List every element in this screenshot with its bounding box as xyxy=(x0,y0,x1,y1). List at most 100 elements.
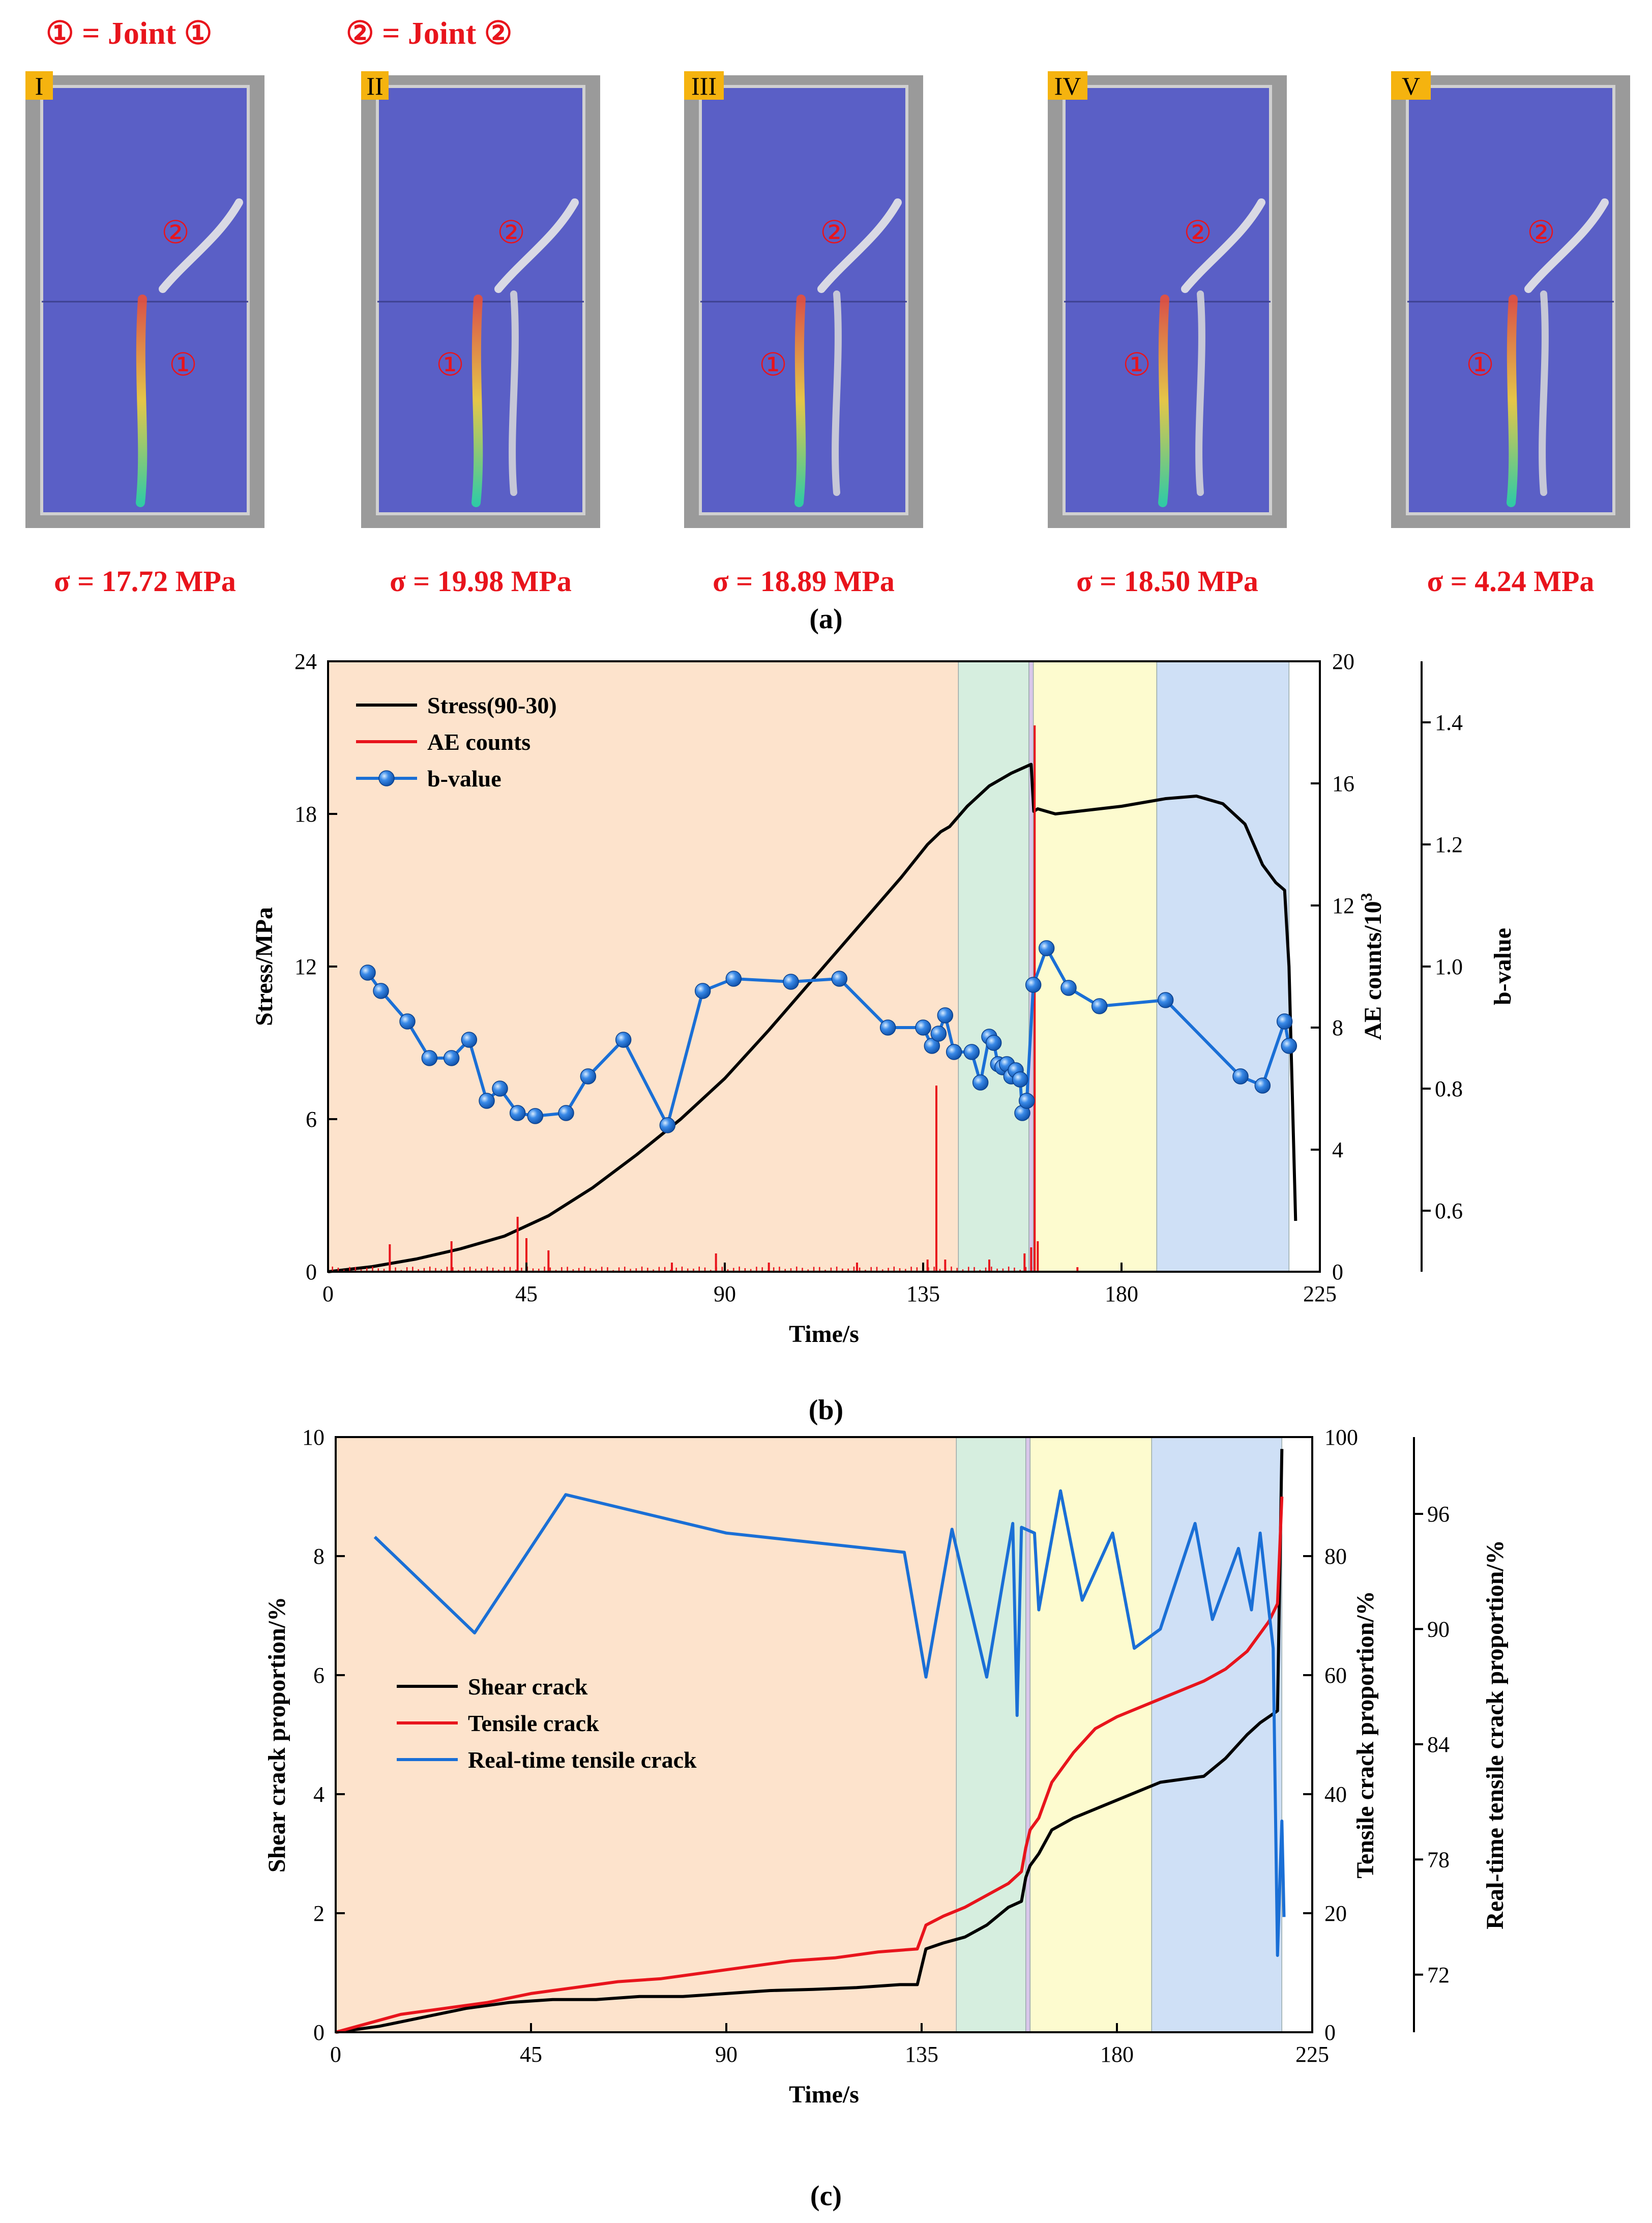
legend-label: b-value xyxy=(427,766,501,792)
b-value-point xyxy=(509,1105,526,1121)
y-right2-tick-label: 1.2 xyxy=(1435,832,1463,857)
b-value-point xyxy=(694,983,711,999)
joint-2-marker: ② xyxy=(497,214,525,251)
stage-badge xyxy=(1391,71,1431,100)
y-left-tick-label: 8 xyxy=(313,1544,324,1569)
stage-region-5 xyxy=(1156,661,1290,1272)
stage-region-2 xyxy=(958,661,1029,1272)
joint-2-marker: ② xyxy=(1184,214,1212,251)
x-tick-label: 180 xyxy=(1100,2042,1134,2067)
legend-label: Tensile crack xyxy=(468,1710,599,1736)
series-tensile-crack xyxy=(335,1496,1284,2034)
y-right2-axis-label: Real-time tensile crack proportion/% xyxy=(1482,1540,1509,1929)
b-value-point xyxy=(930,1026,947,1042)
joint-legend-1: ① = Joint ① xyxy=(46,16,212,51)
caption-c: (c) xyxy=(810,2180,842,2212)
b-value-point xyxy=(972,1074,989,1091)
crack-secondary xyxy=(1195,290,1205,496)
y-right1-tick-label: 0 xyxy=(1332,1260,1343,1284)
joint-1-marker: ① xyxy=(1466,346,1494,383)
series-shear-crack xyxy=(335,1449,1284,2034)
crack-joint-2 xyxy=(1181,198,1265,293)
y-left-tick-label: 24 xyxy=(294,649,317,674)
y-left-tick-label: 0 xyxy=(306,1260,317,1284)
b-value-point xyxy=(725,971,742,987)
stress-value-2: σ = 19.98 MPa xyxy=(390,565,572,598)
x-tick-label: 225 xyxy=(1303,1281,1337,1306)
x-tick-label: 180 xyxy=(1105,1281,1138,1306)
b-value-point xyxy=(985,1035,1002,1051)
b-value-point xyxy=(615,1032,632,1048)
y-left-tick-label: 2 xyxy=(313,1901,324,1926)
stage-region-4 xyxy=(1032,661,1158,1272)
stress-value-5: σ = 4.24 MPa xyxy=(1427,565,1595,598)
b-value-point xyxy=(461,1032,478,1048)
crack-joint-1 xyxy=(1158,295,1170,507)
y-right1-tick-label: 60 xyxy=(1324,1663,1347,1688)
b-value-point xyxy=(963,1044,980,1060)
b-value-point xyxy=(1038,940,1055,956)
x-axis-label: Time/s xyxy=(789,1321,859,1348)
b-value-point xyxy=(1060,980,1077,996)
figure-a: ① = Joint ① ② = Joint ② I ② ① σ = 17.72 MPa… xyxy=(25,16,1630,635)
y-right1-axis-label-sup: 3 xyxy=(1357,893,1375,901)
b-value-point xyxy=(915,1019,931,1036)
stage-badge-label: III xyxy=(691,72,717,100)
stage-region-3 xyxy=(1028,661,1034,1272)
y-right2-tick-label: 1.4 xyxy=(1435,710,1463,735)
b-value-point xyxy=(1091,998,1108,1014)
b-value-point xyxy=(1281,1038,1297,1054)
crack-secondary xyxy=(509,290,519,496)
y-right1-tick-label: 40 xyxy=(1324,1782,1347,1807)
crack-joint-2 xyxy=(1524,198,1609,293)
stage-badge-label: IV xyxy=(1054,72,1081,100)
specimen-panel-3: III ② ① xyxy=(684,71,923,528)
b-value-point xyxy=(443,1050,460,1066)
stage-region-1 xyxy=(335,1437,957,2033)
y-right2-tick-label: 1.0 xyxy=(1435,954,1463,979)
x-tick-label: 0 xyxy=(330,2042,341,2067)
stage-region-1 xyxy=(328,661,959,1272)
stress-value-4: σ = 18.50 MPa xyxy=(1076,565,1258,598)
specimen-panel-5: V ② ① xyxy=(1391,71,1630,528)
plot-frame xyxy=(335,1436,1313,2033)
joint-2-marker: ② xyxy=(161,214,190,251)
stage-badge xyxy=(1048,71,1087,100)
legend-label: Shear crack xyxy=(468,1674,588,1700)
y-right2-tick-label: 0.6 xyxy=(1435,1198,1463,1223)
b-value-point xyxy=(558,1105,574,1121)
x-tick-label: 0 xyxy=(322,1281,334,1306)
crack-secondary xyxy=(832,290,842,496)
stress-value-1: σ = 17.72 MPa xyxy=(54,565,236,598)
y-right1-tick-label: 80 xyxy=(1324,1544,1347,1569)
b-value-point xyxy=(421,1050,438,1066)
joint-2-marker: ② xyxy=(820,214,848,251)
y-right1-axis-label: Tensile crack proportion/% xyxy=(1352,1591,1379,1878)
joint-1-marker: ① xyxy=(169,346,197,383)
crack-secondary xyxy=(1539,290,1549,496)
stage-region-5 xyxy=(1151,1437,1283,2033)
y-left-tick-label: 0 xyxy=(313,2020,324,2045)
y-left-tick-label: 10 xyxy=(302,1425,324,1450)
x-tick-label: 45 xyxy=(515,1281,538,1306)
b-value-point xyxy=(373,983,389,999)
y-right2-tick-label: 0.8 xyxy=(1435,1076,1463,1101)
legend-label: Real-time tensile crack xyxy=(468,1747,697,1773)
b-value-point xyxy=(831,971,848,987)
b-value-point xyxy=(580,1068,597,1085)
joint-1-marker: ① xyxy=(436,346,464,383)
y-right2-tick-label: 96 xyxy=(1427,1502,1450,1527)
joint-2-marker: ② xyxy=(1527,214,1555,251)
y-right1-tick-label: 4 xyxy=(1332,1137,1343,1162)
specimen-panel-1: I ② ① xyxy=(25,71,264,528)
y-left-tick-label: 4 xyxy=(313,1782,324,1807)
b-value-point xyxy=(1254,1077,1271,1094)
y-left-axis-label: Stress/MPa xyxy=(251,907,278,1026)
y-right2-axis-label: b-value xyxy=(1489,928,1516,1005)
crack-joint-1 xyxy=(136,295,148,507)
chart-c: 0 45 90 135 180 225 Time/s 0 2 4 6 8 10 Shear crack p… xyxy=(263,1425,1509,2108)
b-value-point xyxy=(527,1108,544,1124)
stage-badge-label: V xyxy=(1402,72,1420,100)
b-value-point xyxy=(492,1080,508,1097)
chart-b: 0 45 90 135 180 225 Time/s 0 6 12 18 24 Stress/MPa 0 4… xyxy=(251,649,1516,1348)
